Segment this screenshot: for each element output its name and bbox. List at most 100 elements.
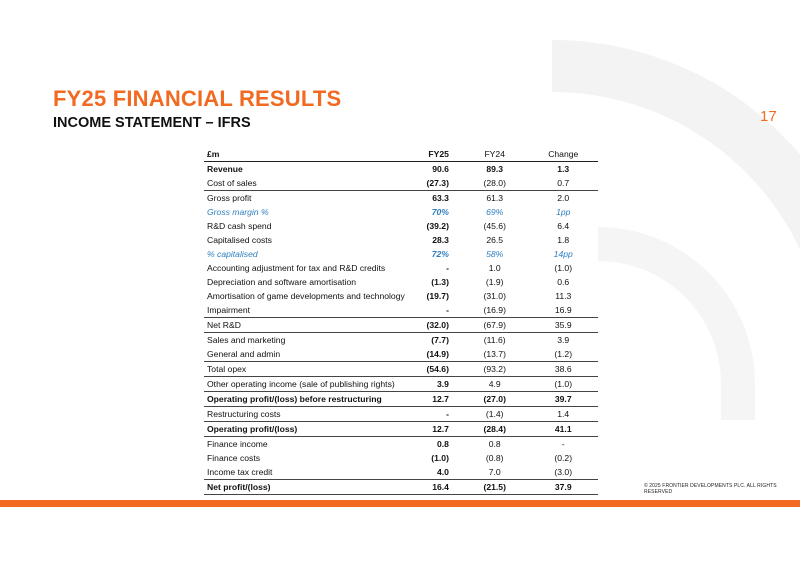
row-value-change: 1pp xyxy=(556,207,571,217)
row-label: Revenue xyxy=(207,164,243,174)
row-label: Gross margin % xyxy=(207,207,269,217)
row-value-change: 0.6 xyxy=(557,277,570,287)
row-value-fy24: (11.6) xyxy=(448,332,526,347)
row-label: Total opex xyxy=(204,361,407,377)
row-value-fy25: (54.6) xyxy=(406,361,449,377)
table-row: Gross margin % 70% 69% 1pp xyxy=(204,205,598,219)
table-row: Net R&D (32.0) (67.9) 35.9 xyxy=(204,317,598,333)
table-row: Gross profit 63.3 61.3 2.0 xyxy=(204,190,598,205)
row-value-fy24: 61.3 xyxy=(448,190,526,205)
row-label: Operating profit/(loss) before restructu… xyxy=(204,391,407,407)
row-value-fy25: 16.4 xyxy=(406,479,449,495)
row-value-fy24: (16.9) xyxy=(483,305,506,315)
row-value-change: (1.2) xyxy=(554,349,573,359)
column-header-fy24: FY24 xyxy=(448,146,526,162)
row-value-fy24: (1.9) xyxy=(485,277,504,287)
row-label: Depreciation and software amortisation xyxy=(207,277,357,287)
table-row: Impairment - (16.9) 16.9 xyxy=(204,303,598,318)
row-value-fy24: (0.8) xyxy=(485,453,504,463)
row-value-fy24: 69% xyxy=(486,207,504,217)
row-value-change: 39.7 xyxy=(525,391,598,407)
row-value-fy25: 4.0 xyxy=(436,467,449,477)
row-value-change: (3.0) xyxy=(554,467,573,477)
row-label: Restructuring costs xyxy=(204,406,407,422)
row-value-fy25: (14.9) xyxy=(426,349,449,359)
row-value-fy25: - xyxy=(406,406,449,422)
row-value-fy24: (67.9) xyxy=(448,317,526,333)
row-value-fy25: 28.3 xyxy=(432,235,449,245)
row-value-fy25: (32.0) xyxy=(406,317,449,333)
row-value-fy25: (39.2) xyxy=(426,221,449,231)
row-value-change: (0.2) xyxy=(554,453,573,463)
row-value-change: 35.9 xyxy=(525,317,598,333)
income-statement-table: £m FY25 FY24 Change Revenue 90.6 89.3 1.3 Co… xyxy=(204,146,598,495)
row-value-fy24: (21.5) xyxy=(448,479,526,495)
row-value-fy25: 63.3 xyxy=(406,190,449,205)
row-label: Net R&D xyxy=(204,317,407,333)
row-label: % capitalised xyxy=(207,249,258,259)
row-value-change: 2.0 xyxy=(525,190,598,205)
row-value-fy24: 4.9 xyxy=(448,376,526,392)
table-row: Finance income 0.8 0.8- xyxy=(204,436,598,451)
row-value-change: 41.1 xyxy=(525,421,598,437)
row-value-fy25: 70% xyxy=(431,207,449,217)
table-header-row: £m FY25 FY24 Change xyxy=(204,146,598,162)
table-row: Operating profit/(loss) 12.7 (28.4) 41.1 xyxy=(204,421,598,437)
row-value-fy25: 12.7 xyxy=(406,391,449,407)
row-value-fy24: 0.8 xyxy=(448,436,526,451)
row-value-change: 11.3 xyxy=(555,291,572,301)
table-row: % capitalised 72% 58% 14pp xyxy=(204,247,598,261)
row-label: Capitalised costs xyxy=(207,235,272,245)
row-value-change: 38.6 xyxy=(525,361,598,377)
row-value-fy25: 0.8 xyxy=(406,436,449,451)
row-value-change: 3.9 xyxy=(525,332,598,347)
table-row: Accounting adjustment for tax and R&D cr… xyxy=(204,261,598,275)
row-value-fy24: 58% xyxy=(486,249,504,259)
row-value-change: (1.0) xyxy=(554,263,573,273)
row-label: Amortisation of game developments and te… xyxy=(207,291,405,301)
table-row: Restructuring costs - (1.4) 1.4 xyxy=(204,406,598,422)
table-row: Other operating income (sale of publishi… xyxy=(204,376,598,392)
row-value-fy25: (7.7) xyxy=(406,332,449,347)
table-row: Sales and marketing (7.7) (11.6) 3.9 xyxy=(204,332,598,347)
page-number: 17 xyxy=(760,108,777,125)
row-value-fy25: - xyxy=(446,263,449,273)
table-row: Revenue 90.6 89.3 1.3 xyxy=(204,162,598,177)
row-value-fy24: (28.4) xyxy=(448,421,526,437)
row-label: Net profit/(loss) xyxy=(204,479,407,495)
row-value-change: 1.8 xyxy=(557,235,570,245)
row-value-change: 1.3 xyxy=(557,164,570,174)
row-label: R&D cash spend xyxy=(207,221,272,231)
row-value-fy25: 90.6 xyxy=(432,164,449,174)
row-value-fy24: (27.0) xyxy=(448,391,526,407)
table-body: Revenue 90.6 89.3 1.3 Cost of sales (27.3) (28… xyxy=(204,162,598,495)
row-value-fy24: 1.0 xyxy=(488,263,501,273)
row-value-fy25: 3.9 xyxy=(406,376,449,392)
row-value-fy25: (19.7) xyxy=(426,291,449,301)
row-value-fy25: - xyxy=(446,305,449,315)
row-label: Gross profit xyxy=(204,190,407,205)
row-value-fy25: 72% xyxy=(431,249,449,259)
row-label: Impairment xyxy=(207,305,250,315)
footer-accent-bar xyxy=(0,500,800,507)
column-header-change: Change xyxy=(525,146,598,162)
row-value-fy24: (1.4) xyxy=(448,406,526,422)
table-row: General and admin (14.9) (13.7) (1.2) xyxy=(204,347,598,362)
row-value-fy25: 12.7 xyxy=(406,421,449,437)
column-header-fy25: FY25 xyxy=(406,146,449,162)
row-label: Sales and marketing xyxy=(204,332,407,347)
row-label: Finance income xyxy=(204,436,407,451)
row-value-fy24: 7.0 xyxy=(488,467,501,477)
row-value-fy25: (27.3) xyxy=(426,178,449,188)
copyright-notice: © 2025 FRONTIER DEVELOPMENTS PLC. ALL RI… xyxy=(644,483,777,495)
row-value-fy24: (31.0) xyxy=(483,291,506,301)
table-row: Income tax credit 4.0 7.0 (3.0) xyxy=(204,465,598,480)
row-value-fy24: (13.7) xyxy=(483,349,506,359)
row-value-fy25: (1.3) xyxy=(431,277,449,287)
row-value-change: - xyxy=(525,436,598,451)
row-value-fy24: 26.5 xyxy=(486,235,504,245)
row-value-fy24: (93.2) xyxy=(448,361,526,377)
row-value-change: 14pp xyxy=(553,249,573,259)
table-row: Depreciation and software amortisation (1… xyxy=(204,275,598,289)
